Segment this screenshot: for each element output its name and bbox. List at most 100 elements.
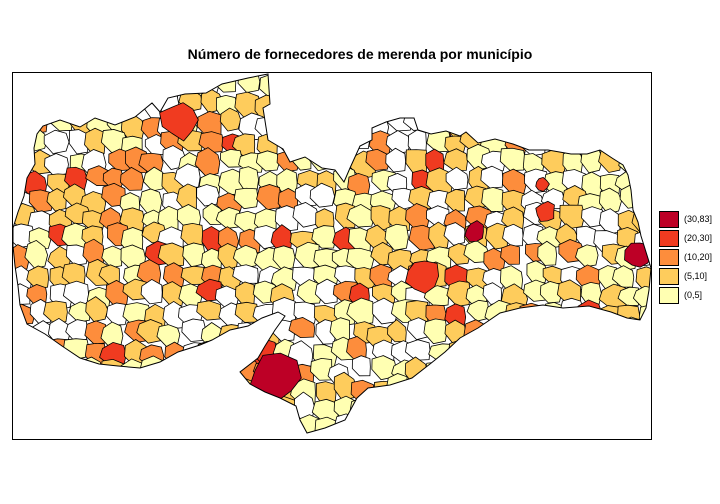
municipality bbox=[635, 379, 651, 406]
municipality bbox=[408, 74, 432, 99]
municipality bbox=[161, 438, 187, 465]
municipality bbox=[468, 398, 493, 422]
municipality bbox=[499, 336, 526, 360]
municipality bbox=[119, 397, 148, 425]
municipality bbox=[98, 376, 122, 399]
municipality bbox=[597, 75, 626, 95]
municipality bbox=[444, 412, 471, 433]
municipality bbox=[597, 335, 625, 366]
municipality bbox=[43, 129, 70, 155]
municipality bbox=[47, 317, 71, 346]
municipality bbox=[181, 361, 208, 386]
municipality bbox=[99, 341, 127, 367]
municipality bbox=[632, 185, 651, 209]
municipality bbox=[487, 418, 515, 433]
municipality bbox=[614, 359, 640, 386]
municipality bbox=[348, 126, 371, 150]
state-outline bbox=[12, 73, 652, 434]
municipality bbox=[464, 220, 484, 242]
municipality bbox=[633, 360, 651, 385]
municipality bbox=[502, 168, 528, 195]
municipality bbox=[447, 339, 475, 365]
municipality bbox=[385, 147, 406, 173]
municipality bbox=[386, 396, 412, 424]
municipality bbox=[372, 411, 396, 433]
municipality bbox=[598, 361, 627, 386]
municipality bbox=[62, 396, 85, 420]
municipality bbox=[596, 95, 621, 118]
municipality bbox=[410, 411, 437, 433]
municipality bbox=[309, 92, 336, 121]
municipality bbox=[215, 359, 242, 388]
municipality bbox=[28, 415, 55, 433]
municipality bbox=[274, 205, 299, 232]
municipality bbox=[466, 378, 492, 402]
municipality bbox=[499, 317, 522, 345]
municipality bbox=[542, 318, 564, 343]
municipality bbox=[28, 338, 52, 363]
municipality bbox=[521, 112, 545, 139]
municipality bbox=[139, 355, 165, 383]
municipality bbox=[482, 374, 503, 399]
municipality bbox=[554, 397, 579, 423]
municipality bbox=[176, 204, 201, 229]
municipality bbox=[634, 152, 651, 178]
municipality bbox=[24, 112, 48, 134]
municipality bbox=[504, 95, 527, 123]
municipality bbox=[483, 77, 509, 102]
municipality bbox=[536, 418, 561, 433]
municipality bbox=[443, 148, 468, 171]
municipality bbox=[423, 318, 448, 345]
municipality bbox=[616, 304, 641, 329]
municipality bbox=[334, 74, 359, 101]
municipality bbox=[98, 74, 124, 96]
municipality bbox=[125, 418, 148, 433]
municipality bbox=[575, 244, 599, 268]
municipality bbox=[24, 239, 49, 269]
legend-item: (30,83] bbox=[659, 211, 720, 228]
municipality bbox=[214, 285, 240, 308]
municipality bbox=[138, 152, 164, 174]
municipality bbox=[46, 188, 67, 212]
municipality bbox=[13, 416, 29, 433]
municipality bbox=[384, 223, 409, 251]
municipality bbox=[620, 339, 645, 365]
municipality bbox=[87, 380, 112, 406]
municipality bbox=[259, 74, 282, 98]
municipality bbox=[599, 187, 622, 215]
municipality bbox=[64, 94, 89, 116]
municipality bbox=[504, 356, 528, 381]
municipality bbox=[504, 439, 529, 462]
municipality bbox=[367, 429, 389, 433]
municipality bbox=[483, 398, 507, 422]
municipality bbox=[24, 355, 48, 382]
municipality bbox=[463, 74, 485, 95]
municipality bbox=[177, 375, 204, 399]
municipality bbox=[446, 400, 472, 422]
municipality bbox=[447, 74, 476, 100]
municipality bbox=[487, 114, 509, 138]
municipality bbox=[13, 341, 36, 368]
municipality bbox=[573, 74, 600, 99]
municipality bbox=[351, 355, 371, 377]
municipality bbox=[13, 150, 31, 173]
municipality bbox=[233, 187, 259, 210]
municipality bbox=[556, 96, 582, 121]
municipality bbox=[61, 262, 86, 286]
municipality bbox=[256, 184, 281, 211]
municipality bbox=[559, 204, 586, 230]
municipality bbox=[85, 394, 111, 419]
municipality bbox=[13, 432, 34, 433]
municipality bbox=[426, 381, 455, 406]
municipality bbox=[612, 265, 635, 288]
municipality bbox=[518, 88, 540, 116]
map-title: Número de fornecedores de merenda por mu… bbox=[187, 46, 533, 62]
municipality bbox=[594, 418, 618, 433]
municipality bbox=[235, 417, 264, 433]
municipality bbox=[371, 97, 399, 119]
municipality bbox=[392, 74, 413, 96]
legend-swatch bbox=[659, 287, 679, 304]
municipality bbox=[428, 221, 450, 251]
municipality bbox=[61, 381, 84, 407]
municipality bbox=[484, 438, 506, 463]
